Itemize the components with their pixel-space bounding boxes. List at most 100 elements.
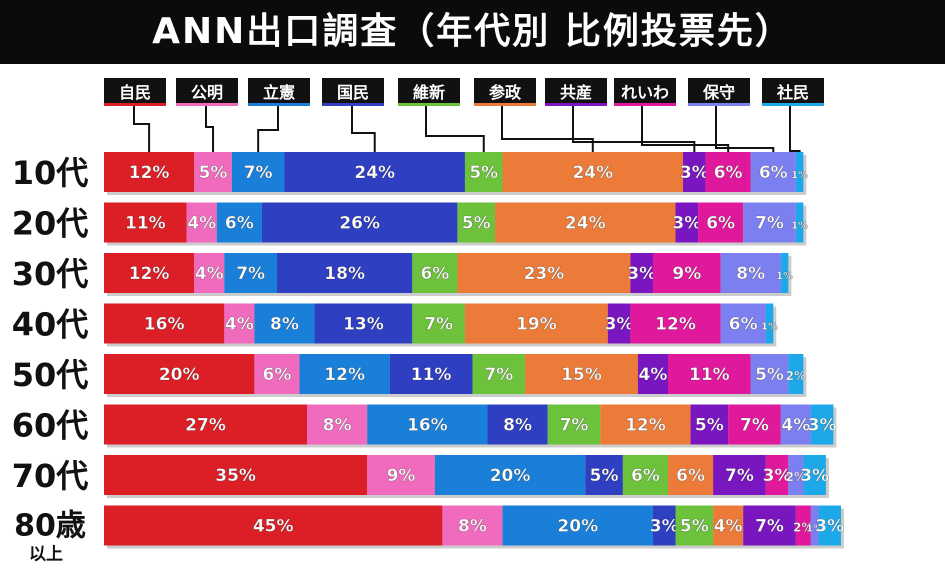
bar-label-r6-s3: 16% (407, 416, 448, 436)
row-label-2: 20代 (12, 205, 89, 243)
leader-line-5 (425, 106, 485, 152)
bar-segment-r2-s7 (675, 202, 699, 243)
legend-box-8 (614, 78, 676, 106)
bar-label-r3-s10: 1% (776, 271, 793, 282)
bar-segment-r2-s10 (795, 202, 804, 243)
bar-label-r3-s1: 12% (129, 264, 170, 284)
bar-label-r1-s8: 6% (714, 163, 743, 183)
bar-label-r8-s3: 20% (557, 517, 598, 537)
bar-label-r4-s8: 12% (655, 315, 696, 335)
bar-segment-r8-s4 (652, 505, 676, 546)
bar-label-r4-s1: 16% (144, 315, 185, 335)
bar-segment-r2-s2 (186, 202, 217, 243)
row-label-3: 30代 (12, 255, 89, 293)
bar-label-r7-s4: 5% (590, 466, 619, 486)
leader-line-7 (572, 106, 696, 152)
bar-segment-r2-s6 (495, 202, 676, 243)
legend-box-10 (762, 78, 824, 106)
bar-label-r3-s9: 8% (736, 264, 765, 284)
bar-label-r6-s5: 7% (560, 416, 589, 436)
legend-label-8: れいわ (621, 83, 669, 102)
bar-segment-r7-s1 (104, 455, 368, 495)
bar-label-r2-s3: 6% (225, 214, 254, 234)
bar-label-r3-s3: 7% (236, 264, 265, 284)
legend-swatch-8 (614, 103, 676, 106)
bar-label-r6-s10: 3% (808, 416, 837, 436)
bar-segment-r2-s8 (698, 202, 744, 243)
bar-segment-r1-s1 (104, 152, 195, 192)
bar-segment-r7-s5 (622, 455, 668, 495)
legend-box-7 (545, 78, 607, 106)
bar-label-r2-s9: 7% (755, 214, 784, 234)
bar-segment-r3-s5 (412, 253, 458, 293)
bar-label-r5-s7: 4% (639, 365, 668, 385)
bar-label-r3-s4: 18% (324, 264, 365, 284)
bar-label-r6-s6: 12% (625, 416, 666, 436)
bar-label-r4-s4: 13% (343, 315, 384, 335)
bar-label-r5-s1: 20% (159, 365, 200, 385)
bar-label-r7-s5: 6% (631, 466, 660, 486)
bar-label-r6-s8: 7% (740, 416, 769, 436)
bar-segment-r5-s1 (104, 354, 255, 394)
bar-segment-r6-s3 (367, 404, 488, 445)
bar-label-r4-s2: 4% (225, 315, 254, 335)
bar-segment-r6-s6 (600, 404, 691, 445)
bar-segment-r1-s7 (683, 152, 706, 192)
legend-label-6: 参政 (489, 83, 522, 102)
bar-segment-r3-s1 (104, 253, 195, 293)
bar-segment-r1-s10 (795, 152, 804, 192)
bar-segment-r5-s8 (668, 354, 751, 394)
bar-segment-r8-s3 (502, 505, 653, 546)
legend-label-10: 社民 (776, 83, 809, 102)
bar-segment-r3-s10 (780, 253, 789, 293)
bar-label-r5-s10: 2% (786, 369, 806, 383)
bar-segment-r3-s8 (652, 253, 721, 293)
bar-segment-r7-s8 (765, 455, 789, 495)
row-label-8-line2: 以上 (29, 545, 63, 565)
bar-segment-r7-s4 (585, 455, 623, 495)
bar-segment-r6-s8 (728, 404, 781, 445)
bar-label-r7-s7: 7% (725, 466, 754, 486)
bar-segment-r4-s9 (720, 303, 766, 344)
bar-label-r6-s2: 8% (323, 416, 352, 436)
bar-segment-r8-s9 (810, 505, 819, 546)
bar-segment-r8-s2 (442, 505, 503, 546)
row-label-4: 40代 (12, 306, 89, 344)
bar-segment-r1-s5 (464, 152, 503, 192)
bar-label-r7-s8: 3% (763, 466, 792, 486)
bar-label-r4-s9: 6% (729, 315, 758, 335)
bar-label-r8-s5: 5% (680, 517, 709, 537)
bar-label-r8-s10: 3% (815, 517, 844, 537)
bar-label-r2-s7: 3% (672, 214, 701, 234)
legend-box-9 (688, 78, 750, 106)
bar-label-r7-s6: 6% (676, 466, 705, 486)
bar-segment-r8-s6 (713, 505, 744, 546)
row-label-7: 70代 (12, 457, 89, 495)
bar-segment-r4-s5 (412, 303, 465, 344)
bar-label-r2-s4: 26% (339, 214, 380, 234)
bar-segment-r8-s8 (795, 505, 811, 546)
legend-swatch-9 (688, 103, 750, 106)
bar-label-r1-s9: 6% (759, 163, 788, 183)
bar-label-r1-s5: 5% (469, 163, 498, 183)
legend-label-7: 共産 (560, 83, 592, 102)
legend-label-1: 自民 (119, 83, 151, 102)
bar-segment-r1-s6 (502, 152, 684, 192)
legend-swatch-2 (176, 103, 238, 106)
bar-segment-r5-s4 (389, 354, 473, 394)
bar-segment-r6-s4 (487, 404, 548, 445)
legend-label-4: 国民 (337, 83, 369, 102)
bar-label-r4-s5: 7% (424, 315, 453, 335)
bar-segment-r5-s5 (472, 354, 526, 394)
leader-line-3 (257, 106, 279, 152)
legend-label-9: 保守 (702, 83, 735, 102)
bar-label-r8-s7: 7% (755, 517, 784, 537)
leader-line-9 (715, 106, 775, 152)
bar-segment-r8-s10 (818, 505, 841, 546)
bar-label-r1-s7: 3% (680, 163, 709, 183)
bar-label-r5-s3: 12% (324, 365, 365, 385)
bar-label-r8-s6: 4% (714, 517, 743, 537)
leader-line-1 (133, 106, 151, 152)
bar-label-r4-s3: 8% (270, 315, 299, 335)
bar-segment-r4-s3 (254, 303, 315, 344)
